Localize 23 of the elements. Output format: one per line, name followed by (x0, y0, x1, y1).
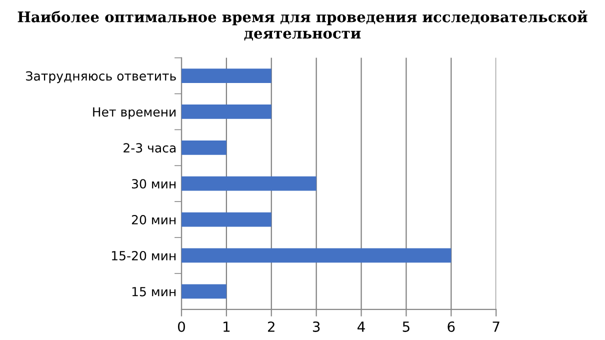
bar (182, 140, 226, 155)
y-tick-label: Нет времени (93, 107, 176, 120)
y-tick-label: Затрудняюсь ответить (26, 71, 176, 84)
y-tick-label: 20 мин (132, 215, 176, 224)
x-tick-label: 1 (224, 322, 230, 332)
x-tick-label: 2 (268, 321, 274, 332)
bar (182, 248, 452, 263)
x-tick-label: 0 (178, 321, 185, 332)
y-tick-label: 30 мин (132, 179, 176, 189)
y-tick-label: 15-20 мин (112, 250, 176, 260)
x-tick-label: 4 (358, 322, 365, 332)
bar (182, 68, 272, 83)
x-tick-label: 7 (492, 322, 500, 332)
x-tick-label: 3 (312, 321, 320, 332)
bar (182, 104, 272, 119)
x-tick-label: 5 (402, 322, 410, 332)
x-tick-label: 6 (448, 321, 455, 332)
y-tick-label: 2-3 часа (124, 143, 176, 153)
chart-title: Наиболее оптимальное время для проведения исследовательской деятельности (18, 10, 588, 40)
bar (182, 284, 226, 299)
bar (182, 176, 316, 191)
y-tick-label: 15 мин (132, 287, 176, 296)
bar (182, 212, 272, 227)
